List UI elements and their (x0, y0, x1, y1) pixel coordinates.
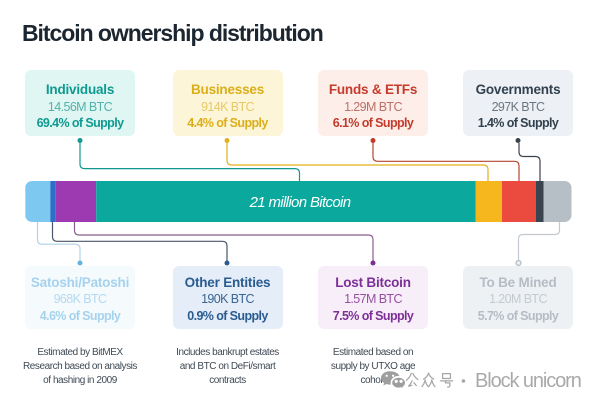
svg-text:Block unicorn: Block unicorn (475, 370, 581, 392)
svg-text:21 million Bitcoin: 21 million Bitcoin (249, 194, 351, 211)
